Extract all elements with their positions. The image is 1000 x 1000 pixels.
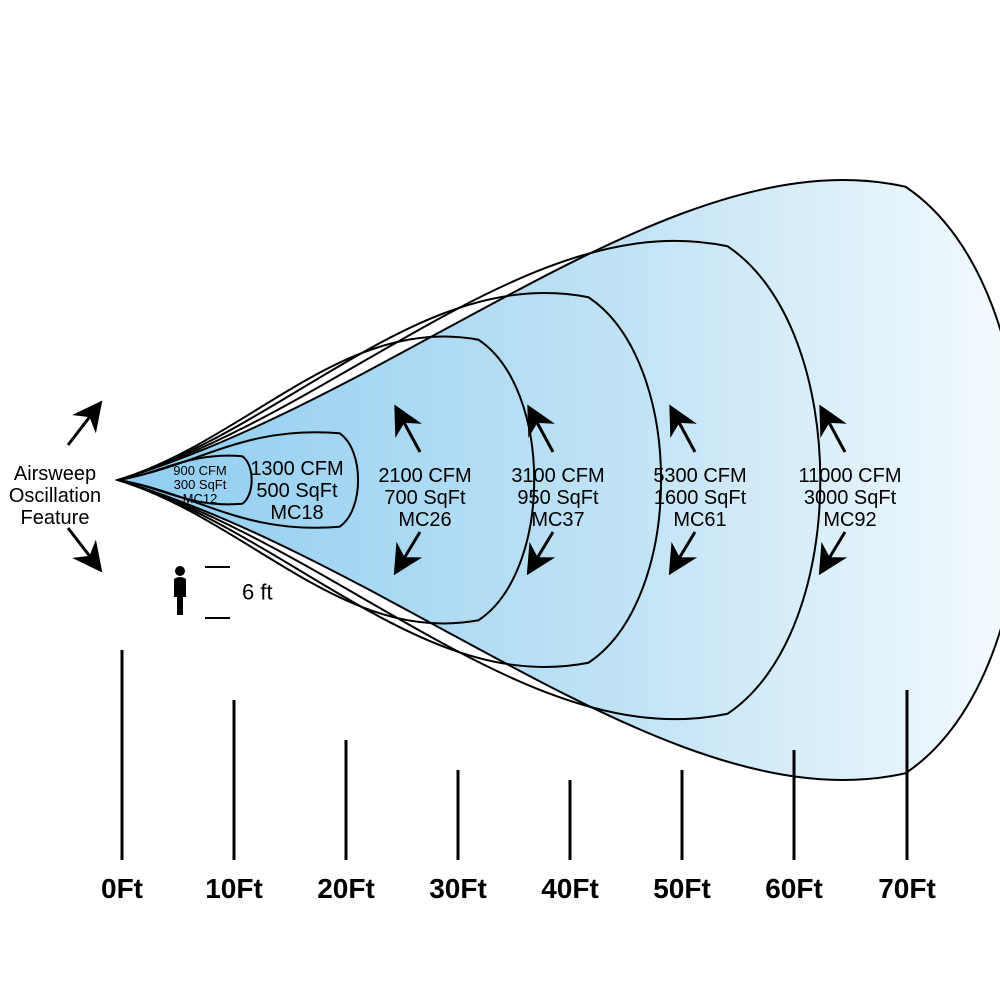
model-label-line: MC12 <box>183 491 218 506</box>
model-label-line: 3000 SqFt <box>804 487 897 509</box>
model-label-line: MC92 <box>823 509 876 531</box>
person-head <box>175 566 185 576</box>
model-label-line: 1600 SqFt <box>654 487 747 509</box>
scale-label: 6 ft <box>242 580 273 605</box>
tick-label: 30Ft <box>429 873 487 904</box>
model-label-line: 2100 CFM <box>378 465 471 487</box>
model-label-line: 3100 CFM <box>511 465 604 487</box>
tick-label: 10Ft <box>205 873 263 904</box>
feature-arrow-icon <box>68 528 95 563</box>
tick-label: 70Ft <box>878 873 936 904</box>
feature-text: Feature <box>21 507 90 529</box>
model-label-line: 950 SqFt <box>517 487 599 509</box>
tick-label: 0Ft <box>101 873 143 904</box>
tick-label: 50Ft <box>653 873 711 904</box>
model-label-line: 900 CFM <box>173 463 226 478</box>
feature-arrow-icon <box>68 410 95 445</box>
model-label-line: 1300 CFM <box>250 458 343 480</box>
person-scale-icon: 6 ft <box>174 566 273 618</box>
feature-text: Oscillation <box>9 485 101 507</box>
feature-label: AirsweepOscillationFeature <box>9 410 101 563</box>
model-label-line: MC61 <box>673 509 726 531</box>
feature-text: Airsweep <box>14 463 96 485</box>
model-label-line: 5300 CFM <box>653 465 746 487</box>
model-label-line: 11000 CFM <box>798 465 901 487</box>
model-label-line: 300 SqFt <box>174 477 227 492</box>
model-label-line: MC37 <box>531 509 584 531</box>
model-label-line: MC26 <box>398 509 451 531</box>
tick-label: 20Ft <box>317 873 375 904</box>
model-label-line: 700 SqFt <box>384 487 466 509</box>
model-label-line: MC18 <box>270 502 323 524</box>
airflow-diagram: 0Ft10Ft20Ft30Ft40Ft50Ft60Ft70Ft 900 CFM3… <box>0 0 1000 1000</box>
tick-label: 40Ft <box>541 873 599 904</box>
person-body <box>174 577 186 615</box>
tick-label: 60Ft <box>765 873 823 904</box>
distance-labels: 0Ft 10Ft 20Ft 30Ft 40Ft 50Ft 60Ft 70Ft <box>101 873 936 904</box>
model-label-line: 500 SqFt <box>256 480 338 502</box>
